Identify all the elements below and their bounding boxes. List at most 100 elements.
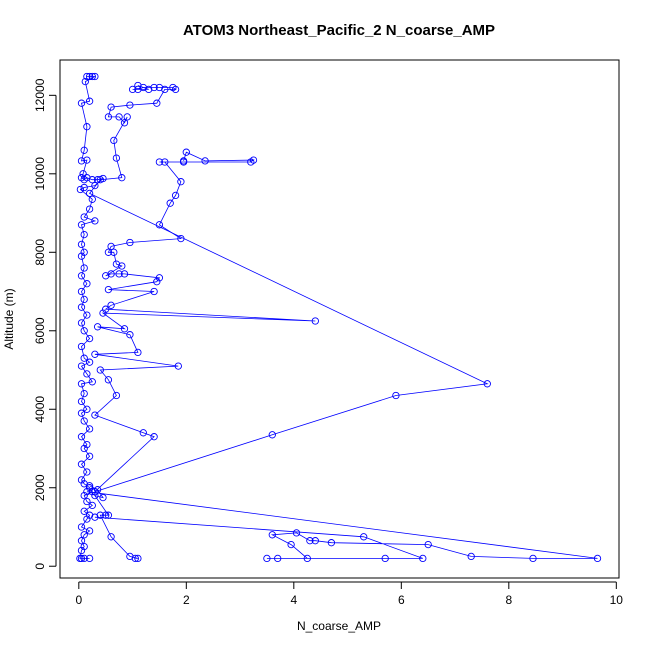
- data-point: [80, 230, 88, 239]
- data-point: [102, 305, 110, 313]
- data-point: [120, 270, 129, 278]
- x-tick-label: 8: [505, 593, 512, 607]
- data-point: [83, 72, 91, 81]
- data-point: [91, 217, 99, 225]
- data-point: [155, 274, 164, 282]
- data-point: [83, 123, 91, 131]
- data-point: [77, 252, 86, 260]
- data-point: [80, 389, 88, 398]
- data-point: [112, 391, 121, 400]
- data-point: [150, 287, 158, 296]
- data-point: [287, 540, 295, 549]
- data-point: [77, 546, 86, 555]
- data-point: [104, 113, 113, 121]
- data-point: [83, 515, 91, 523]
- data-point: [88, 488, 96, 496]
- data-point: [83, 488, 91, 496]
- data-point: [96, 366, 104, 374]
- data-point: [80, 264, 88, 272]
- data-point: [77, 157, 86, 165]
- data-point: [107, 301, 115, 309]
- data-point: [174, 362, 182, 370]
- data-point: [134, 554, 142, 563]
- x-tick-label: 6: [398, 593, 405, 607]
- y-tick-label: 12000: [33, 78, 47, 112]
- data-point: [126, 101, 134, 109]
- data-point: [83, 156, 91, 164]
- data-point: [128, 85, 137, 94]
- data-point: [179, 157, 188, 165]
- data-point: [80, 213, 88, 221]
- data-point: [88, 176, 96, 184]
- data-point: [77, 319, 86, 327]
- x-axis: 0 2 4 6 8 10: [75, 581, 623, 607]
- data-point: [77, 362, 86, 370]
- y-tick-label: 4000: [33, 396, 47, 423]
- data-point: [88, 378, 96, 386]
- data-point: [424, 540, 432, 549]
- data-point: [80, 554, 88, 563]
- data-point: [83, 405, 91, 413]
- data-point: [104, 285, 113, 294]
- data-point: [85, 425, 94, 433]
- data-point: [77, 523, 86, 531]
- data-point: [303, 554, 311, 563]
- data-point: [120, 119, 129, 127]
- data-point: [77, 221, 86, 229]
- data-point: [268, 531, 276, 539]
- data-point: [118, 174, 126, 182]
- data-point: [381, 554, 389, 563]
- data-point: [80, 354, 88, 362]
- data-point: [77, 342, 86, 351]
- data-point: [80, 327, 88, 335]
- data-point: [123, 113, 131, 121]
- data-point: [177, 178, 185, 186]
- data-point: [120, 325, 129, 333]
- data-point: [360, 533, 368, 541]
- data-point: [77, 460, 86, 468]
- data-point: [83, 280, 91, 288]
- data-point: [306, 537, 314, 545]
- data-point: [153, 278, 161, 286]
- data-point: [161, 158, 169, 166]
- data-point: [311, 317, 319, 325]
- data-point: [85, 482, 94, 490]
- y-tick-label: 0: [33, 563, 47, 570]
- data-point: [85, 97, 94, 105]
- data-point: [201, 157, 209, 165]
- x-axis-label: N_coarse_AMP: [297, 619, 381, 633]
- data-point: [161, 85, 169, 94]
- data-point: [77, 380, 86, 388]
- data-point: [85, 205, 94, 213]
- data-point: [177, 234, 185, 243]
- data-point: [91, 411, 99, 419]
- y-axis-label: Altitude (m): [2, 288, 16, 349]
- data-point: [166, 199, 174, 207]
- data-point: [99, 493, 107, 502]
- series-line-4: [88, 85, 489, 493]
- data-point: [80, 417, 88, 425]
- data-point: [77, 433, 86, 441]
- data-point: [85, 72, 94, 81]
- data-point: [104, 248, 113, 256]
- data-point: [77, 287, 86, 296]
- data-point: [76, 185, 85, 194]
- data-point: [93, 323, 102, 331]
- data-point: [249, 156, 258, 164]
- data-point: [91, 491, 99, 500]
- data-point: [483, 380, 491, 388]
- data-point: [102, 511, 110, 519]
- data-point: [104, 511, 113, 519]
- data-point: [85, 554, 94, 563]
- data-point: [139, 429, 147, 437]
- x-tick-label: 4: [290, 593, 297, 607]
- data-point: [419, 554, 427, 563]
- data-point: [327, 539, 336, 547]
- data-point: [155, 158, 164, 166]
- y-tick-label: 10000: [33, 157, 47, 191]
- data-point: [80, 295, 88, 304]
- data-point: [171, 191, 180, 200]
- data-point: [134, 85, 142, 94]
- data-point: [91, 513, 99, 521]
- data-point: [91, 181, 99, 190]
